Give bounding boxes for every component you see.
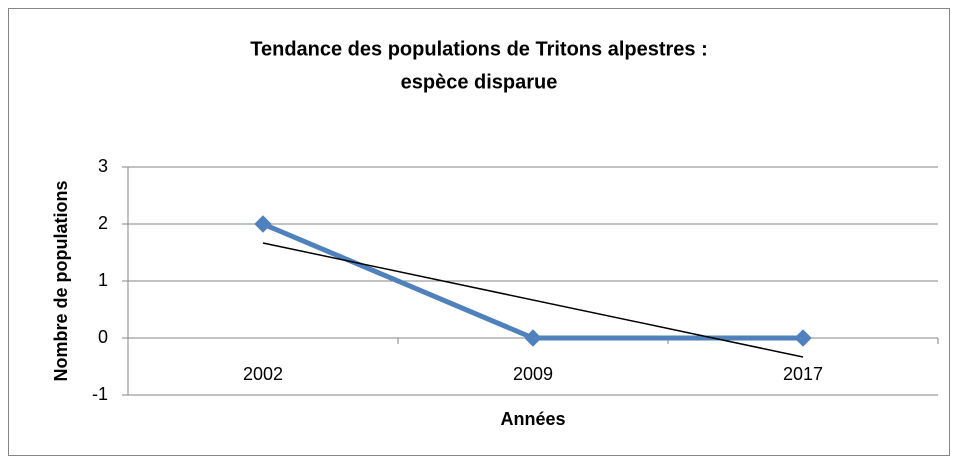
- chart-title: espèce disparue: [401, 71, 558, 93]
- data-point: [794, 329, 812, 347]
- y-axis-title: Nombre de populations: [51, 180, 71, 381]
- y-tick-label: 1: [98, 270, 108, 290]
- trendline: [262, 242, 804, 358]
- x-axis-title: Années: [500, 409, 565, 429]
- y-tick-label: 0: [98, 327, 108, 347]
- x-tick-label: 2009: [513, 364, 553, 384]
- data-point: [524, 329, 542, 347]
- x-tick-label: 2017: [783, 364, 823, 384]
- y-tick-label: 2: [98, 213, 108, 233]
- chart-border: [8, 8, 950, 456]
- y-tick-label: 3: [98, 156, 108, 176]
- x-tick-label: 2002: [243, 364, 283, 384]
- data-point: [254, 215, 272, 233]
- chart-title: Tendance des populations de Tritons alpe…: [250, 38, 708, 60]
- y-tick-label: -1: [92, 384, 108, 404]
